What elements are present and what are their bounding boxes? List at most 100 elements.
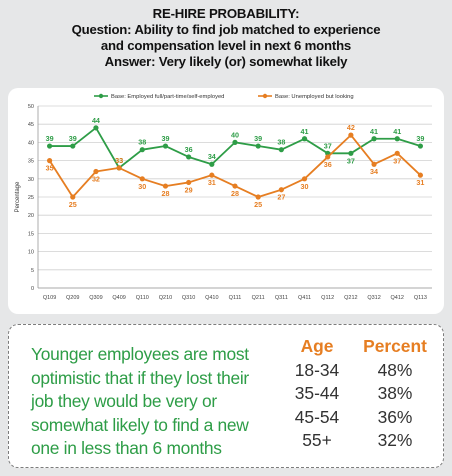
- data-point: [116, 165, 122, 171]
- data-label: 25: [69, 200, 77, 209]
- data-point: [348, 150, 354, 156]
- y-tick-label: 20: [28, 213, 34, 219]
- summary-line: job they would be very or: [31, 391, 217, 412]
- data-label: 34: [208, 152, 216, 161]
- data-point: [186, 179, 192, 186]
- data-label: 32: [92, 175, 100, 184]
- data-point: [209, 161, 215, 167]
- data-label: 40: [231, 130, 239, 139]
- summary-text: Younger employees are most optimistic th…: [31, 343, 281, 461]
- percent-cell: 32%: [377, 430, 413, 451]
- header-answer: Answer: Very likely (or) somewhat likely: [104, 54, 348, 69]
- x-tick-label: Q212: [344, 295, 357, 301]
- age-cell: 45-54: [294, 406, 340, 427]
- data-point: [417, 143, 424, 149]
- summary-line: somewhat likely to find a new: [31, 414, 249, 435]
- data-point: [139, 176, 145, 182]
- data-label: 30: [138, 182, 146, 191]
- data-label: 37: [347, 156, 355, 165]
- summary-line: one in less than 6 months: [31, 438, 222, 459]
- data-label: 29: [185, 185, 193, 194]
- data-label: 31: [208, 178, 216, 187]
- x-tick-label: Q111: [229, 295, 242, 301]
- data-point: [348, 132, 354, 138]
- data-point: [394, 136, 400, 142]
- summary-panel: Younger employees are most optimistic th…: [8, 324, 444, 468]
- data-point: [417, 172, 424, 178]
- legend-swatch-marker: [262, 93, 268, 99]
- y-tick-label: 50: [28, 104, 34, 110]
- legend-label: Base: Employed full/part-time/self-emplo…: [111, 94, 224, 100]
- data-label: 42: [347, 123, 355, 132]
- percent-cell: 48%: [377, 359, 413, 380]
- data-point: [232, 183, 238, 189]
- y-axis-label: Percentage: [15, 181, 21, 212]
- data-label: 39: [69, 134, 77, 143]
- data-point: [394, 150, 400, 156]
- data-point: [46, 143, 53, 149]
- percent-column: Percent 48% 38% 36% 32%: [355, 335, 435, 453]
- y-tick-label: 45: [28, 122, 34, 128]
- data-point: [371, 136, 377, 142]
- data-label: 28: [161, 189, 169, 198]
- data-label: 31: [416, 178, 424, 187]
- y-tick-label: 0: [31, 286, 34, 292]
- data-label: 36: [324, 160, 332, 169]
- y-tick-label: 25: [28, 195, 34, 201]
- data-label: 44: [92, 116, 100, 125]
- data-point: [278, 147, 284, 153]
- data-label: 38: [138, 138, 146, 147]
- percent-cell: 38%: [377, 383, 413, 404]
- data-point: [93, 168, 99, 175]
- data-point: [301, 176, 308, 182]
- x-tick-label: Q209: [66, 295, 79, 301]
- age-column: Age 18-34 35-44 45-54 55+: [287, 335, 347, 453]
- x-tick-label: Q309: [89, 295, 102, 301]
- data-label: 35: [46, 164, 54, 173]
- data-point: [162, 183, 169, 189]
- percent-header: Percent: [363, 336, 427, 356]
- x-tick-label: Q210: [159, 295, 172, 301]
- data-label: 25: [254, 200, 262, 209]
- data-label: 33: [115, 156, 123, 165]
- data-point: [93, 125, 99, 131]
- data-label: 39: [254, 134, 262, 143]
- x-tick-label: Q211: [252, 295, 265, 301]
- x-tick-label: Q113: [414, 295, 427, 301]
- x-tick-label: Q112: [321, 295, 334, 301]
- data-label: 39: [416, 134, 424, 143]
- data-point: [371, 161, 377, 167]
- data-label: 27: [277, 193, 285, 202]
- x-tick-label: Q109: [43, 295, 56, 301]
- chart-panel: 0 5 10 15 20 25 30 35 40 45 50 Percentage Q109 Q209 Q3…: [8, 88, 444, 314]
- age-header: Age: [300, 336, 334, 356]
- data-point: [139, 147, 145, 153]
- age-cell: 18-34: [294, 359, 340, 380]
- age-cell: 35-44: [294, 383, 340, 404]
- data-label: 38: [277, 138, 285, 147]
- data-point: [255, 143, 261, 149]
- data-label: 28: [231, 189, 239, 198]
- data-point: [70, 194, 76, 200]
- x-tick-label: Q310: [182, 295, 195, 301]
- header-title: RE-HIRE PROBABILITY:: [152, 6, 300, 21]
- data-label: 34: [370, 167, 378, 176]
- data-point: [232, 139, 238, 145]
- header-question: Question: Ability to find job matched to…: [71, 22, 381, 37]
- data-point: [186, 154, 192, 160]
- x-tick-label: Q409: [112, 295, 125, 301]
- y-tick-label: 40: [28, 140, 34, 146]
- data-point: [46, 158, 53, 164]
- data-point: [301, 136, 308, 142]
- y-tick-label: 35: [28, 159, 34, 165]
- chart-header: RE-HIRE PROBABILITY: Question: Ability t…: [0, 6, 452, 70]
- data-point: [325, 154, 331, 160]
- summary-line: optimistic that if they lost their: [31, 367, 249, 388]
- data-label: 37: [324, 141, 332, 150]
- x-tick-label: Q311: [275, 295, 288, 301]
- x-tick-label: Q412: [391, 295, 404, 301]
- data-label: 33: [115, 156, 123, 165]
- data-label: 36: [185, 145, 193, 154]
- data-label: 30: [301, 182, 309, 191]
- data-label: 37: [393, 156, 401, 165]
